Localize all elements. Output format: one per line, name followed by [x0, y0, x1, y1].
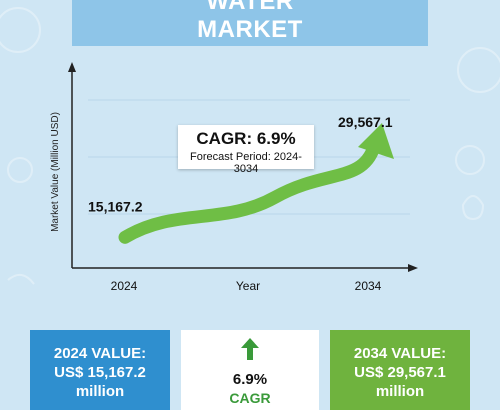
market-chart: Market Value (Million USD) 15,167.2 29,5…	[50, 62, 418, 293]
title-line-2: MARKET	[197, 16, 303, 43]
cagr-annotation-main: CAGR: 6.9%	[196, 129, 296, 148]
value-2034-card: 2034 VALUE: US$ 29,567.1 million	[330, 330, 470, 410]
y-axis-arrowhead	[68, 62, 76, 72]
value-2024-card-line1: 2024 VALUE:	[53, 345, 147, 362]
cagr-annotation: CAGR: 6.9% Forecast Period: 2024-3034	[178, 125, 314, 175]
trend-line-series	[118, 140, 381, 244]
value-2024-card: 2024 VALUE: US$ 15,167.2 million	[30, 330, 170, 410]
background-doodles	[0, 7, 500, 285]
data-label-2024: 15,167.2	[88, 198, 143, 214]
title-band: GLOBAL FRUIT INFUSED WATER MARKET	[72, 0, 428, 46]
value-2034-card-line2: US$ 29,567.1	[354, 364, 446, 381]
data-label-2034: 29,567.1	[338, 114, 393, 130]
cagr-card: 6.9% CAGR	[181, 330, 319, 410]
value-2034-card-line1: 2034 VALUE:	[353, 345, 447, 362]
x-axis-arrowhead	[408, 264, 418, 272]
cagr-card-value: 6.9%	[232, 371, 268, 388]
value-2034-card-line3: million	[375, 383, 425, 400]
x-axis-label: Year	[236, 279, 260, 293]
x-tick-2034: 2034	[355, 279, 382, 293]
up-arrow-icon	[181, 338, 319, 365]
trend-arrowhead	[358, 123, 394, 160]
x-tick-2024: 2024	[111, 279, 138, 293]
value-2024-card-line3: million	[75, 383, 125, 400]
cagr-card-label: CAGR	[229, 390, 271, 406]
value-2024-card-line2: US$ 15,167.2	[54, 364, 146, 381]
cagr-annotation-sub: Forecast Period: 2024-3034	[190, 151, 302, 175]
title-line-1: GLOBAL FRUIT INFUSED WATER	[206, 0, 294, 15]
y-axis-label: Market Value (Million USD)	[50, 112, 61, 232]
